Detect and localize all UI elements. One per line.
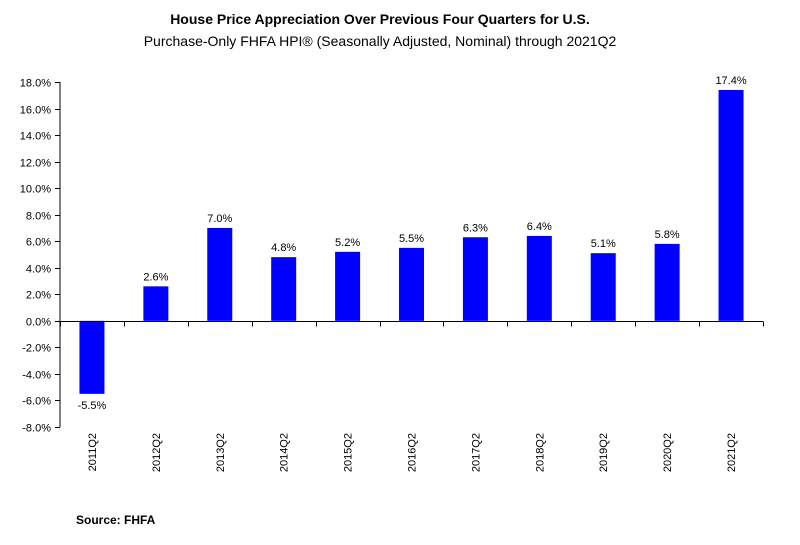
- data-label-2019Q2: 5.1%: [591, 238, 616, 250]
- x-tick-label: 2016Q2: [407, 433, 419, 472]
- bar-2016Q2: [399, 247, 424, 321]
- data-label-2021Q2: 17.4%: [715, 75, 746, 87]
- x-tick-label: 2020Q2: [662, 433, 674, 472]
- data-label-2012Q2: 2.6%: [143, 271, 168, 283]
- x-tick-label: 2011Q2: [87, 433, 99, 471]
- bars: [79, 89, 744, 394]
- x-axis: 2011Q2 2012Q2 2013Q2 2014Q2 2015Q2 2016Q2 2017…: [60, 321, 764, 472]
- y-tick-label: 12.0%: [20, 158, 51, 170]
- y-tick-label: 10.0%: [20, 184, 51, 196]
- bar-2021Q2: [718, 89, 744, 321]
- y-tick-label: 18.0%: [20, 78, 51, 90]
- bar-2018Q2: [526, 235, 552, 321]
- bar-2019Q2: [590, 253, 616, 321]
- bar-2011Q2: [79, 320, 105, 394]
- x-tick-label: 2017Q2: [470, 433, 482, 472]
- x-tick-label: 2014Q2: [279, 433, 291, 472]
- data-label-2011Q2: -5.5%: [78, 400, 107, 412]
- data-labels: -5.5% 2.6% 7.0% 4.8% 5.2% 5.5% 6.3% 6.4% 5.1% 5.8…: [78, 75, 747, 412]
- bar-2015Q2: [335, 251, 361, 321]
- x-tick-label: 2018Q2: [534, 433, 546, 472]
- chart-title: House Price Appreciation Over Previous F…: [170, 11, 590, 27]
- data-label-2018Q2: 6.4%: [527, 221, 552, 233]
- y-tick-label: -8.0%: [22, 423, 51, 435]
- y-tick-label: 2.0%: [26, 290, 51, 302]
- bar-2014Q2: [271, 257, 297, 321]
- x-tick-label: 2013Q2: [215, 433, 227, 472]
- chart-subtitle: Purchase-Only FHFA HPI® (Seasonally Adju…: [144, 33, 617, 49]
- source-note: Source: FHFA: [76, 513, 156, 527]
- bar-2013Q2: [207, 227, 233, 321]
- y-tick-label: 0.0%: [26, 317, 51, 329]
- y-tick-label: -4.0%: [22, 370, 51, 382]
- data-label-2017Q2: 6.3%: [463, 222, 488, 234]
- y-tick-label: -2.0%: [22, 343, 51, 355]
- y-tick-label: 4.0%: [26, 264, 51, 276]
- bar-2020Q2: [654, 243, 680, 321]
- y-tick-label: -6.0%: [22, 396, 51, 408]
- y-tick-label: 6.0%: [26, 237, 51, 249]
- y-axis: 18.0% 16.0% 14.0% 12.0% 10.0% 8.0% 6.0% 4.0% 2.0…: [20, 78, 61, 435]
- data-label-2016Q2: 5.5%: [399, 233, 424, 245]
- y-tick-label: 14.0%: [20, 131, 51, 143]
- y-tick-label: 8.0%: [26, 211, 51, 223]
- data-label-2014Q2: 4.8%: [271, 242, 296, 254]
- x-tick-label: 2021Q2: [726, 433, 738, 472]
- data-label-2013Q2: 7.0%: [207, 213, 232, 225]
- data-label-2015Q2: 5.2%: [335, 237, 360, 249]
- bar-2012Q2: [143, 286, 169, 321]
- x-tick-label: 2012Q2: [151, 433, 163, 472]
- bar-2017Q2: [462, 237, 488, 321]
- data-label-2020Q2: 5.8%: [655, 229, 680, 241]
- x-tick-label: 2019Q2: [598, 433, 610, 472]
- x-tick-label: 2015Q2: [343, 433, 355, 472]
- y-tick-label: 16.0%: [20, 105, 51, 117]
